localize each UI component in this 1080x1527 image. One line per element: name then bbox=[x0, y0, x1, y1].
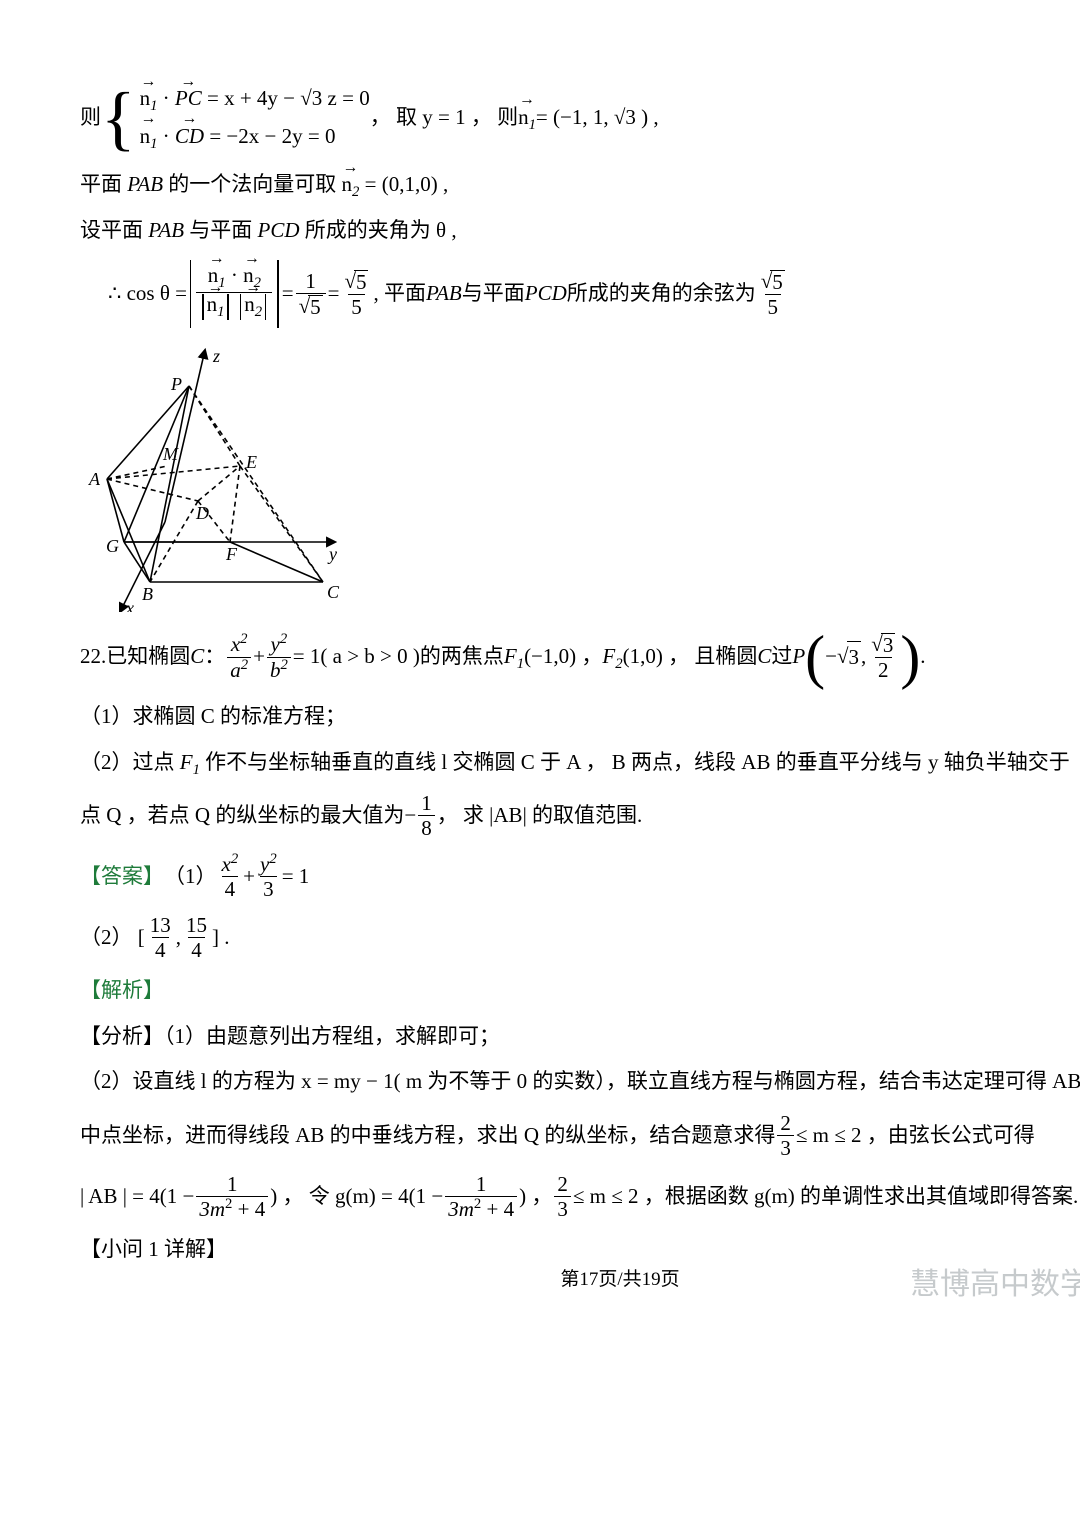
svg-text:A: A bbox=[88, 469, 101, 489]
svg-text:B: B bbox=[142, 584, 153, 604]
svg-text:z: z bbox=[212, 346, 220, 366]
svg-text:C: C bbox=[327, 582, 340, 602]
q22-part2b: 点 Q ，若点 Q 的纵坐标的最大值为 − 1 8 ， 求 |AB| 的取值范围… bbox=[80, 792, 1080, 839]
line-n2: 平面 PAB 的一个法向量可取 n2 = (0,1,0) , bbox=[80, 169, 1080, 201]
fenxi-2a: （2）设直线 l 的方程为 x = my − 1( m 为不等于 0 的实数），… bbox=[80, 1066, 1080, 1098]
left-brace: { bbox=[101, 82, 136, 154]
fenxi-3: | AB | = 4(1 − 1 3m2 + 4 ) ， 令 g(m) = 4(… bbox=[80, 1173, 1080, 1220]
q22-part1: （1）求椭圆 C 的标准方程； bbox=[80, 701, 1080, 733]
line-theta: 设平面 PAB 与平面 PCD 所成的夹角为 θ , bbox=[80, 215, 1080, 247]
mid-text: ， 取 y = 1 ， 则 bbox=[370, 102, 518, 134]
svg-text:E: E bbox=[245, 452, 257, 472]
fenxi-2b: 中点坐标，进而得线段 AB 的中垂线方程，求出 Q 的纵坐标，结合题意求得 23… bbox=[80, 1112, 1080, 1159]
svg-text:P: P bbox=[170, 374, 182, 394]
svg-text:x: x bbox=[125, 598, 134, 612]
svg-text:D: D bbox=[195, 503, 209, 523]
equation-system: 则 { n1 · PC = x + 4y − √3 z = 0 n1 · CD … bbox=[80, 80, 1080, 155]
brace-block: { n1 · PC = x + 4y − √3 z = 0 n1 · CD = … bbox=[101, 80, 370, 155]
fenxi-1: 【分析】（1）由题意列出方程组，求解即可； bbox=[80, 1021, 1080, 1053]
svg-text:G: G bbox=[106, 536, 119, 556]
svg-text:M: M bbox=[162, 444, 179, 464]
prefix: 则 bbox=[80, 102, 101, 134]
q22-head: 22. 已知椭圆 C ： x2 a2 + y2 b2 = 1 ( a > b >… bbox=[80, 627, 1080, 687]
watermark-text: 慧博高中数学最新试题 bbox=[910, 1259, 1080, 1303]
svg-text:F: F bbox=[225, 544, 238, 564]
answer-2: （2） [ 134 , 154 ] . bbox=[80, 914, 1080, 961]
cos-theta-line: ∴ cos θ = n1 · n2 n1 n2 = 1 5 = 5 5 , 平面… bbox=[108, 260, 1080, 328]
pyramid-diagram: z y x P A M E D G F B C bbox=[80, 342, 1080, 617]
svg-text:y: y bbox=[327, 544, 337, 564]
jiexi-label: 【解析】 bbox=[80, 975, 1080, 1007]
answer-1: 【答案】 （1） x2 4 + y2 3 = 1 bbox=[80, 853, 1080, 900]
q22-part2a: （2）过点 F1 作不与坐标轴垂直的直线 l 交椭圆 C 于 A ， B 两点，… bbox=[80, 747, 1080, 779]
